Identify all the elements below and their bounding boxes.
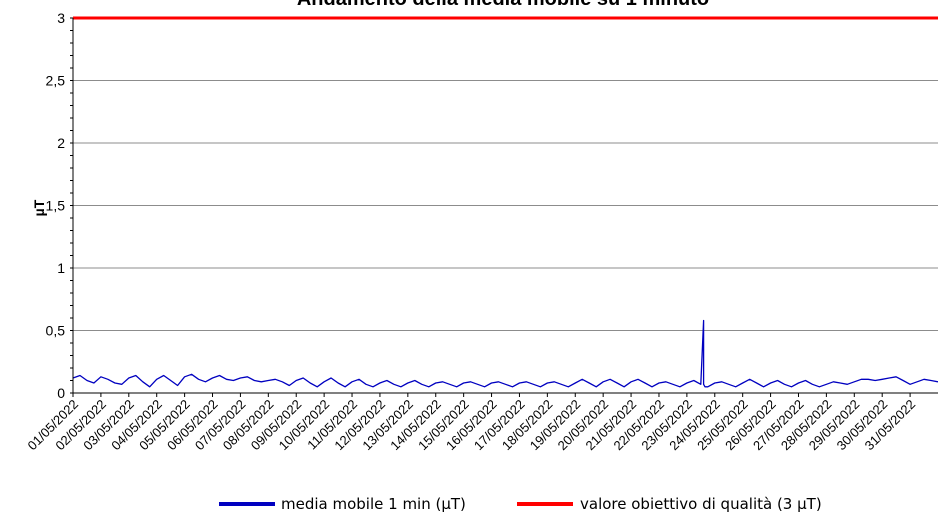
y-tick-label: 0	[57, 385, 65, 401]
legend: media mobile 1 min (µT) valore obiettivo…	[219, 495, 822, 512]
y-axis-label: µT	[31, 199, 47, 216]
legend-label-media-mobile: media mobile 1 min (µT)	[281, 495, 466, 512]
x-axis-ticks: 01/05/202202/05/202203/05/202204/05/2022…	[24, 397, 918, 454]
y-tick-label: 0,5	[46, 323, 66, 339]
y-tick-label: 1	[57, 260, 65, 276]
grid	[73, 17, 938, 394]
legend-label-valore-obiettivo: valore obiettivo di qualità (3 µT)	[580, 495, 822, 512]
chart-title: Andamento della media mobile su 1 minuto	[297, 0, 709, 10]
y-tick-label: 1,5	[46, 198, 66, 214]
y-tick-label: 2,5	[46, 73, 66, 89]
axes	[70, 17, 938, 397]
y-tick-label: 2	[57, 135, 65, 151]
series-group	[72, 16, 938, 388]
y-axis-ticks: 0 0,5 1 1,5 2 2,5 3	[46, 10, 66, 401]
y-tick-label: 3	[57, 10, 65, 26]
series-line-media-mobile	[72, 319, 938, 388]
